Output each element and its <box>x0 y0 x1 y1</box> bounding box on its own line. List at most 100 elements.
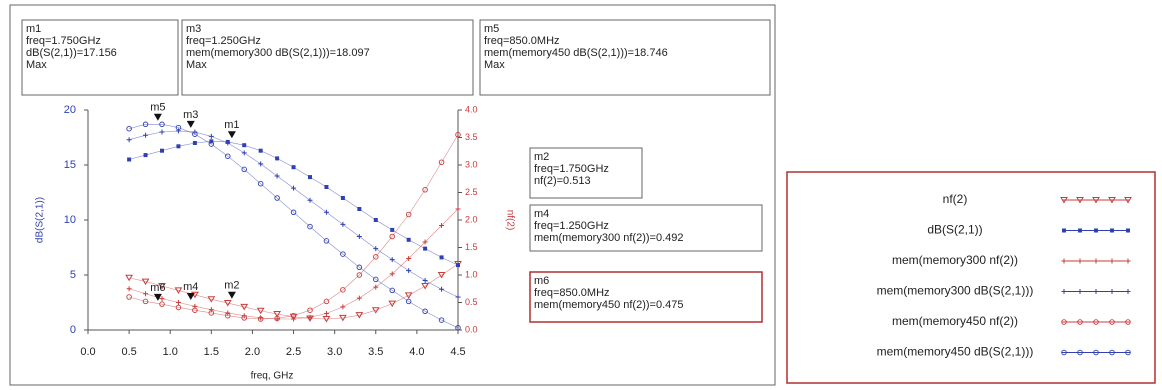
point <box>192 131 198 137</box>
x-tick-label: 2.5 <box>286 346 301 358</box>
point <box>373 284 379 290</box>
point <box>340 221 346 227</box>
point <box>175 300 181 305</box>
point <box>175 304 182 311</box>
marker-text: freq=850.0MHz <box>534 287 610 299</box>
y-tick-label: 0 <box>70 324 76 336</box>
y2-tick-label: 4.0 <box>465 104 478 114</box>
point <box>159 129 165 135</box>
legend-swatch <box>1078 228 1082 233</box>
marker-text: mem(memory450 nf(2))=0.475 <box>534 299 683 311</box>
point <box>126 294 132 300</box>
point <box>241 150 247 156</box>
marker-triangle <box>153 113 162 121</box>
point <box>208 141 215 147</box>
series-line <box>129 124 459 329</box>
point <box>307 314 313 320</box>
legend-swatch <box>1125 258 1131 264</box>
point <box>323 238 330 244</box>
y2-axis-label: nf(2) <box>504 210 515 231</box>
marker-box <box>181 19 474 96</box>
marker-text: Max <box>186 59 207 71</box>
point <box>406 237 411 242</box>
legend-swatch <box>1062 228 1066 233</box>
point <box>257 316 264 322</box>
y2-tick-label: 3.0 <box>465 159 478 169</box>
point <box>290 312 297 319</box>
point <box>273 311 281 318</box>
x-tick-label: 1.0 <box>163 346 178 358</box>
point <box>307 307 313 313</box>
marker-text: mem(memory450 dB(S(2,1)))=18.746 <box>484 47 668 59</box>
point <box>455 294 461 300</box>
legend-swatch <box>1093 349 1099 356</box>
x-tick-label: 3.5 <box>368 346 383 358</box>
point <box>208 133 214 139</box>
y2-tick-label: 2.5 <box>465 187 478 197</box>
legend-swatch <box>1092 197 1100 204</box>
point <box>208 307 214 313</box>
x-tick-label: 1.5 <box>204 346 219 358</box>
legend-swatch <box>1061 289 1067 294</box>
marker-text: freq=850.0MHz <box>484 35 560 47</box>
point <box>340 251 346 257</box>
point <box>127 157 132 162</box>
point <box>389 257 395 263</box>
marker-triangle <box>186 120 195 128</box>
point <box>389 287 395 294</box>
legend-label: mem(memory450 dB(S(2,1))) <box>877 345 1034 359</box>
point <box>373 254 379 260</box>
point <box>143 132 149 138</box>
point <box>438 159 445 165</box>
x-tick-label: 0.0 <box>80 346 95 358</box>
point <box>143 291 149 297</box>
x-tick-label: 0.5 <box>121 346 136 358</box>
point <box>356 272 363 278</box>
point <box>275 156 280 161</box>
y2-tick-label: 2.0 <box>465 214 478 224</box>
point <box>307 197 313 203</box>
point <box>225 153 231 159</box>
point <box>223 300 232 307</box>
point <box>422 186 428 193</box>
point <box>126 137 132 143</box>
y2-tick-label: 3.5 <box>465 132 478 142</box>
legend-swatch <box>1077 349 1083 356</box>
legend-swatch <box>1109 349 1115 356</box>
legend-swatch <box>1077 319 1083 325</box>
point <box>209 139 214 144</box>
point <box>340 196 345 200</box>
point <box>323 311 329 316</box>
point <box>159 301 165 307</box>
point <box>142 298 149 305</box>
point <box>291 165 296 170</box>
x-axis-label: freq, GHz <box>251 371 294 382</box>
point <box>355 312 364 319</box>
point <box>323 298 330 305</box>
point <box>324 185 329 189</box>
legend-swatch <box>1076 197 1084 204</box>
legend-swatch <box>1093 289 1099 294</box>
point <box>289 313 298 321</box>
point <box>241 315 247 321</box>
point <box>322 316 331 323</box>
legend-swatch <box>1077 258 1083 264</box>
x-tick-label: 2.0 <box>245 346 260 358</box>
legend-box <box>786 171 1156 384</box>
point <box>143 153 148 158</box>
legend-swatch <box>1110 228 1114 233</box>
marker-text: nf(2)=0.513 <box>534 175 591 187</box>
marker-text: freq=1.250GHz <box>534 220 609 232</box>
marker-name: m3 <box>186 23 201 35</box>
point <box>406 256 412 261</box>
point <box>371 307 380 314</box>
point <box>438 317 445 323</box>
point <box>389 271 395 277</box>
marker-text: mem(memory300 nf(2))=0.492 <box>534 232 683 244</box>
marker-text: mem(memory300 dB(S(2,1)))=18.097 <box>186 47 370 59</box>
marker-name: m2 <box>534 151 549 163</box>
point <box>225 310 231 316</box>
point <box>405 298 412 305</box>
marker-box <box>529 204 763 252</box>
